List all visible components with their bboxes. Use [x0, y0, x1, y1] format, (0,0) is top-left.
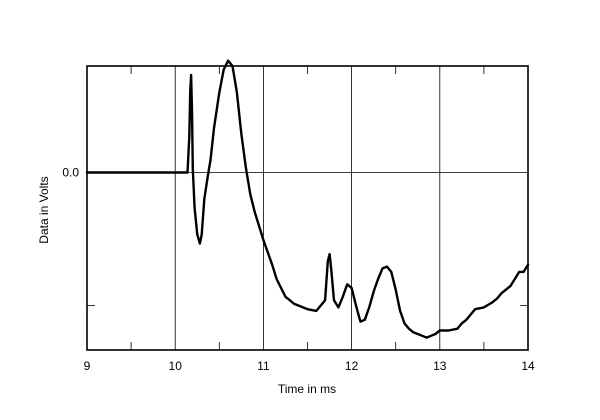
x-tick-label: 14 — [521, 359, 535, 373]
x-tick-label: 12 — [345, 359, 359, 373]
x-tick-label: 13 — [433, 359, 447, 373]
x-tick-label: 10 — [169, 359, 183, 373]
x-tick-label: 9 — [84, 359, 91, 373]
grid-lines — [87, 66, 528, 350]
series-layer — [85, 59, 530, 339]
series-line — [85, 59, 530, 339]
y-tick-label: 0.0 — [62, 166, 79, 180]
x-axis-label: Time in ms — [278, 382, 336, 396]
x-tick-labels: 9 10 11 12 13 14 — [84, 359, 535, 373]
axis-ticks — [87, 66, 528, 350]
y-axis-label: Data in Volts — [37, 176, 51, 243]
x-tick-label: 11 — [257, 359, 270, 373]
plot-frame — [86, 65, 529, 351]
y-tick-labels: 0.0 — [62, 166, 79, 180]
